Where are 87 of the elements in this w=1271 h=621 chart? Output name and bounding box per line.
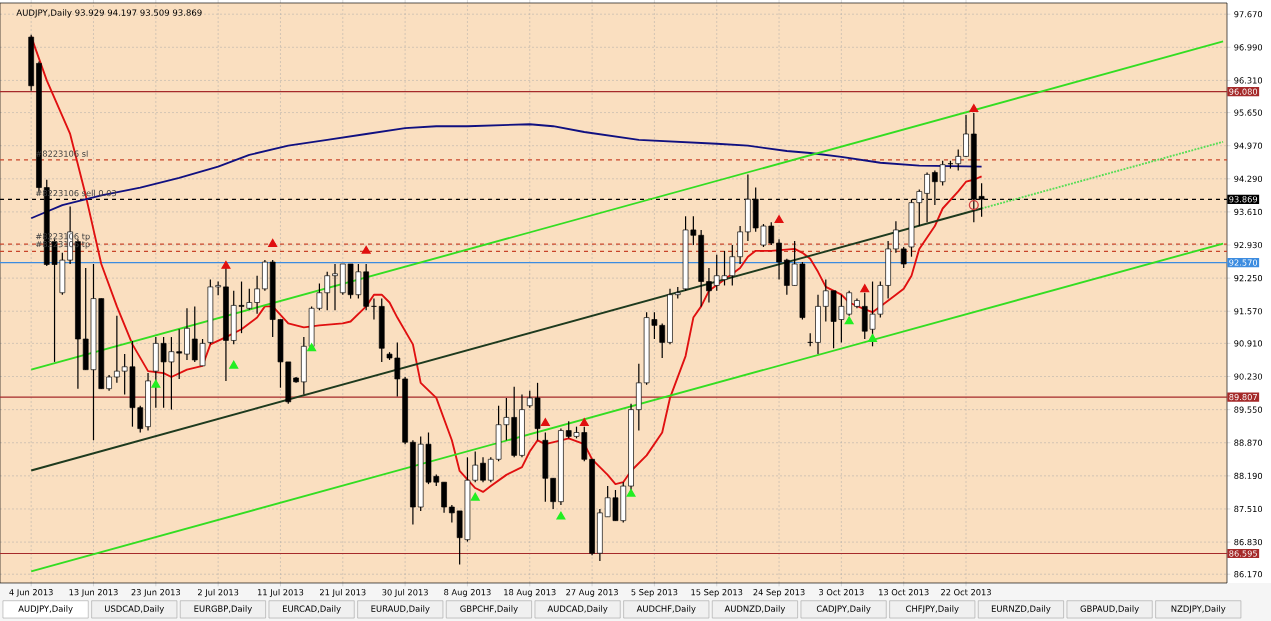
- text: GBPAUD,Daily: [1080, 605, 1139, 614]
- y-tick-label: 96.310: [1234, 77, 1263, 84]
- y-tick-label: 90.230: [1234, 373, 1263, 380]
- candlestick: [449, 504, 455, 524]
- x-tick-label: 23 Jun 2013: [131, 589, 181, 597]
- x-tick-label: 18 Aug 2013: [504, 589, 556, 597]
- x-tick-label: 8 Aug 2013: [444, 589, 491, 597]
- text: CADJPY,Daily: [816, 605, 871, 614]
- y-tick-label: 91.570: [1234, 308, 1263, 315]
- x-tick-label: 21 Jul 2013: [320, 589, 366, 597]
- point: [844, 316, 854, 325]
- point: [470, 492, 480, 501]
- text: AUDCAD,Daily: [547, 605, 608, 614]
- point: [969, 104, 979, 113]
- point: [579, 418, 589, 427]
- candlestick: [963, 114, 969, 158]
- y-tick-label: 94.290: [1234, 175, 1263, 182]
- y-tick-label: 86.170: [1234, 571, 1263, 578]
- candlestick: [215, 280, 221, 296]
- candlestick: [706, 267, 712, 304]
- point: [361, 245, 371, 254]
- y-tick-label: 92.250: [1234, 275, 1263, 282]
- y-tick-label: 88.190: [1234, 472, 1263, 479]
- point: [860, 284, 870, 293]
- y-tick-label: 92.930: [1234, 241, 1263, 249]
- text: EURGBP,Daily: [194, 605, 252, 614]
- x-tick-label: 3 Oct 2013: [819, 589, 864, 596]
- candlestick: [955, 148, 962, 172]
- text: USDCAD,Daily: [105, 605, 165, 614]
- text: AUDJPY,Daily: [18, 605, 73, 614]
- x-tick-label: 15 Sep 2013: [691, 589, 743, 597]
- x-tick-label: 4 Jun 2013: [9, 589, 53, 597]
- point: [268, 238, 278, 247]
- ref-line-label: 86.595: [1229, 550, 1257, 557]
- point: [307, 343, 317, 352]
- y-tick-label: 94.970: [1234, 142, 1263, 149]
- text: NZDJPY,Daily: [1171, 605, 1226, 614]
- y-tick-label: 86.830: [1234, 538, 1263, 546]
- ref-line-label: 92.570: [1229, 259, 1258, 266]
- annotation: #8223106 tp: [35, 240, 90, 249]
- candlestick: [776, 238, 782, 281]
- x-tick-label: 13 Jun 2013: [69, 589, 118, 597]
- candlestick: [114, 315, 120, 384]
- y-tick-label: 95.650: [1234, 109, 1263, 116]
- y-tick-label: 88.870: [1234, 439, 1263, 446]
- point: [221, 260, 231, 269]
- candlestick: [480, 456, 486, 483]
- candlestick: [939, 160, 946, 187]
- ref-line-label: 93.869: [1229, 196, 1258, 203]
- ref-line-label: 96.080: [1229, 88, 1258, 95]
- point: [540, 418, 550, 427]
- text: AUDJPY,Daily 93.929 94.197 93.509 93.869: [16, 9, 202, 18]
- text: AUDNZD,Daily: [724, 605, 786, 614]
- candlestick: [332, 263, 338, 311]
- x-tick-label: 13 Oct 2013: [879, 589, 929, 596]
- candlestick: [550, 477, 556, 510]
- text: EURAUD,Daily: [371, 605, 430, 614]
- y-tick-label: 89.550: [1234, 406, 1263, 413]
- x-tick-label: 24 Sep 2013: [753, 589, 805, 597]
- point: [151, 379, 161, 388]
- point: [229, 360, 239, 369]
- point: [626, 488, 636, 497]
- text: CHFJPY,Daily: [906, 605, 959, 614]
- y-tick-label: 90.910: [1234, 340, 1263, 347]
- y-tick-label: 96.990: [1234, 44, 1263, 51]
- text: GBPCHF,Daily: [460, 605, 518, 614]
- candlestick: [254, 275, 260, 315]
- x-tick-label: 5 Sep 2013: [631, 589, 678, 597]
- y-tick-label: 97.670: [1234, 11, 1263, 18]
- y-tick-label: 93.610: [1234, 208, 1263, 216]
- x-tick-label: 11 Jul 2013: [257, 589, 304, 597]
- text: AUDCHF,Daily: [636, 605, 696, 614]
- point: [556, 511, 566, 520]
- text: EURNZD,Daily: [991, 605, 1051, 614]
- text: EURCAD,Daily: [282, 605, 341, 614]
- point: [774, 215, 784, 224]
- candlestick: [900, 246, 907, 269]
- ref-line-label: 89.807: [1229, 393, 1257, 401]
- point: [968, 200, 979, 211]
- x-tick-label: 27 Aug 2013: [566, 589, 618, 597]
- candlestick: [893, 220, 899, 254]
- point: [868, 333, 878, 342]
- x-tick-label: 22 Oct 2013: [941, 589, 991, 596]
- y-tick-label: 87.510: [1234, 505, 1263, 513]
- x-tick-label: 30 Jul 2013: [382, 589, 428, 597]
- x-tick-label: 2 Jul 2013: [197, 589, 239, 597]
- line-series: [30, 123, 983, 220]
